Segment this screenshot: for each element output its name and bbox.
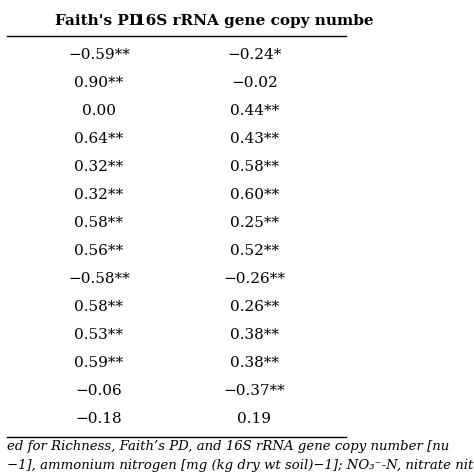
Text: 0.43**: 0.43** [230,132,279,146]
Text: 0.60**: 0.60** [230,188,279,202]
Text: 0.00: 0.00 [82,104,116,118]
Text: 16S rRNA gene copy numbe: 16S rRNA gene copy numbe [135,14,374,28]
Text: 0.90**: 0.90** [74,76,124,90]
Text: −0.06: −0.06 [75,383,122,398]
Text: −0.37**: −0.37** [223,383,285,398]
Text: 0.32**: 0.32** [74,188,123,202]
Text: 0.44**: 0.44** [230,104,279,118]
Text: 0.38**: 0.38** [230,328,279,342]
Text: 0.58**: 0.58** [74,300,123,314]
Text: 0.56**: 0.56** [74,244,123,258]
Text: −0.24*: −0.24* [227,48,282,62]
Text: 0.25**: 0.25** [230,216,279,230]
Text: 0.59**: 0.59** [74,356,123,370]
Text: 0.53**: 0.53** [74,328,123,342]
Text: −1], ammonium nitrogen [mg (kg dry wt soil)−1]; NO₃⁻-N, nitrate nitro: −1], ammonium nitrogen [mg (kg dry wt so… [7,459,474,472]
Text: 0.52**: 0.52** [230,244,279,258]
Text: 0.58**: 0.58** [74,216,123,230]
Text: −0.58**: −0.58** [68,272,130,286]
Text: −0.26**: −0.26** [223,272,285,286]
Text: 0.26**: 0.26** [230,300,279,314]
Text: −0.18: −0.18 [75,411,122,426]
Text: ed for Richness, Faith’s PD, and 16S rRNA gene copy number [nu: ed for Richness, Faith’s PD, and 16S rRN… [7,440,449,454]
Text: −0.02: −0.02 [231,76,278,90]
Text: 0.19: 0.19 [237,411,271,426]
Text: Faith's PD: Faith's PD [55,14,143,28]
Text: 0.64**: 0.64** [74,132,124,146]
Text: 0.38**: 0.38** [230,356,279,370]
Text: −0.59**: −0.59** [68,48,130,62]
Text: 0.58**: 0.58** [230,160,279,174]
Text: 0.32**: 0.32** [74,160,123,174]
